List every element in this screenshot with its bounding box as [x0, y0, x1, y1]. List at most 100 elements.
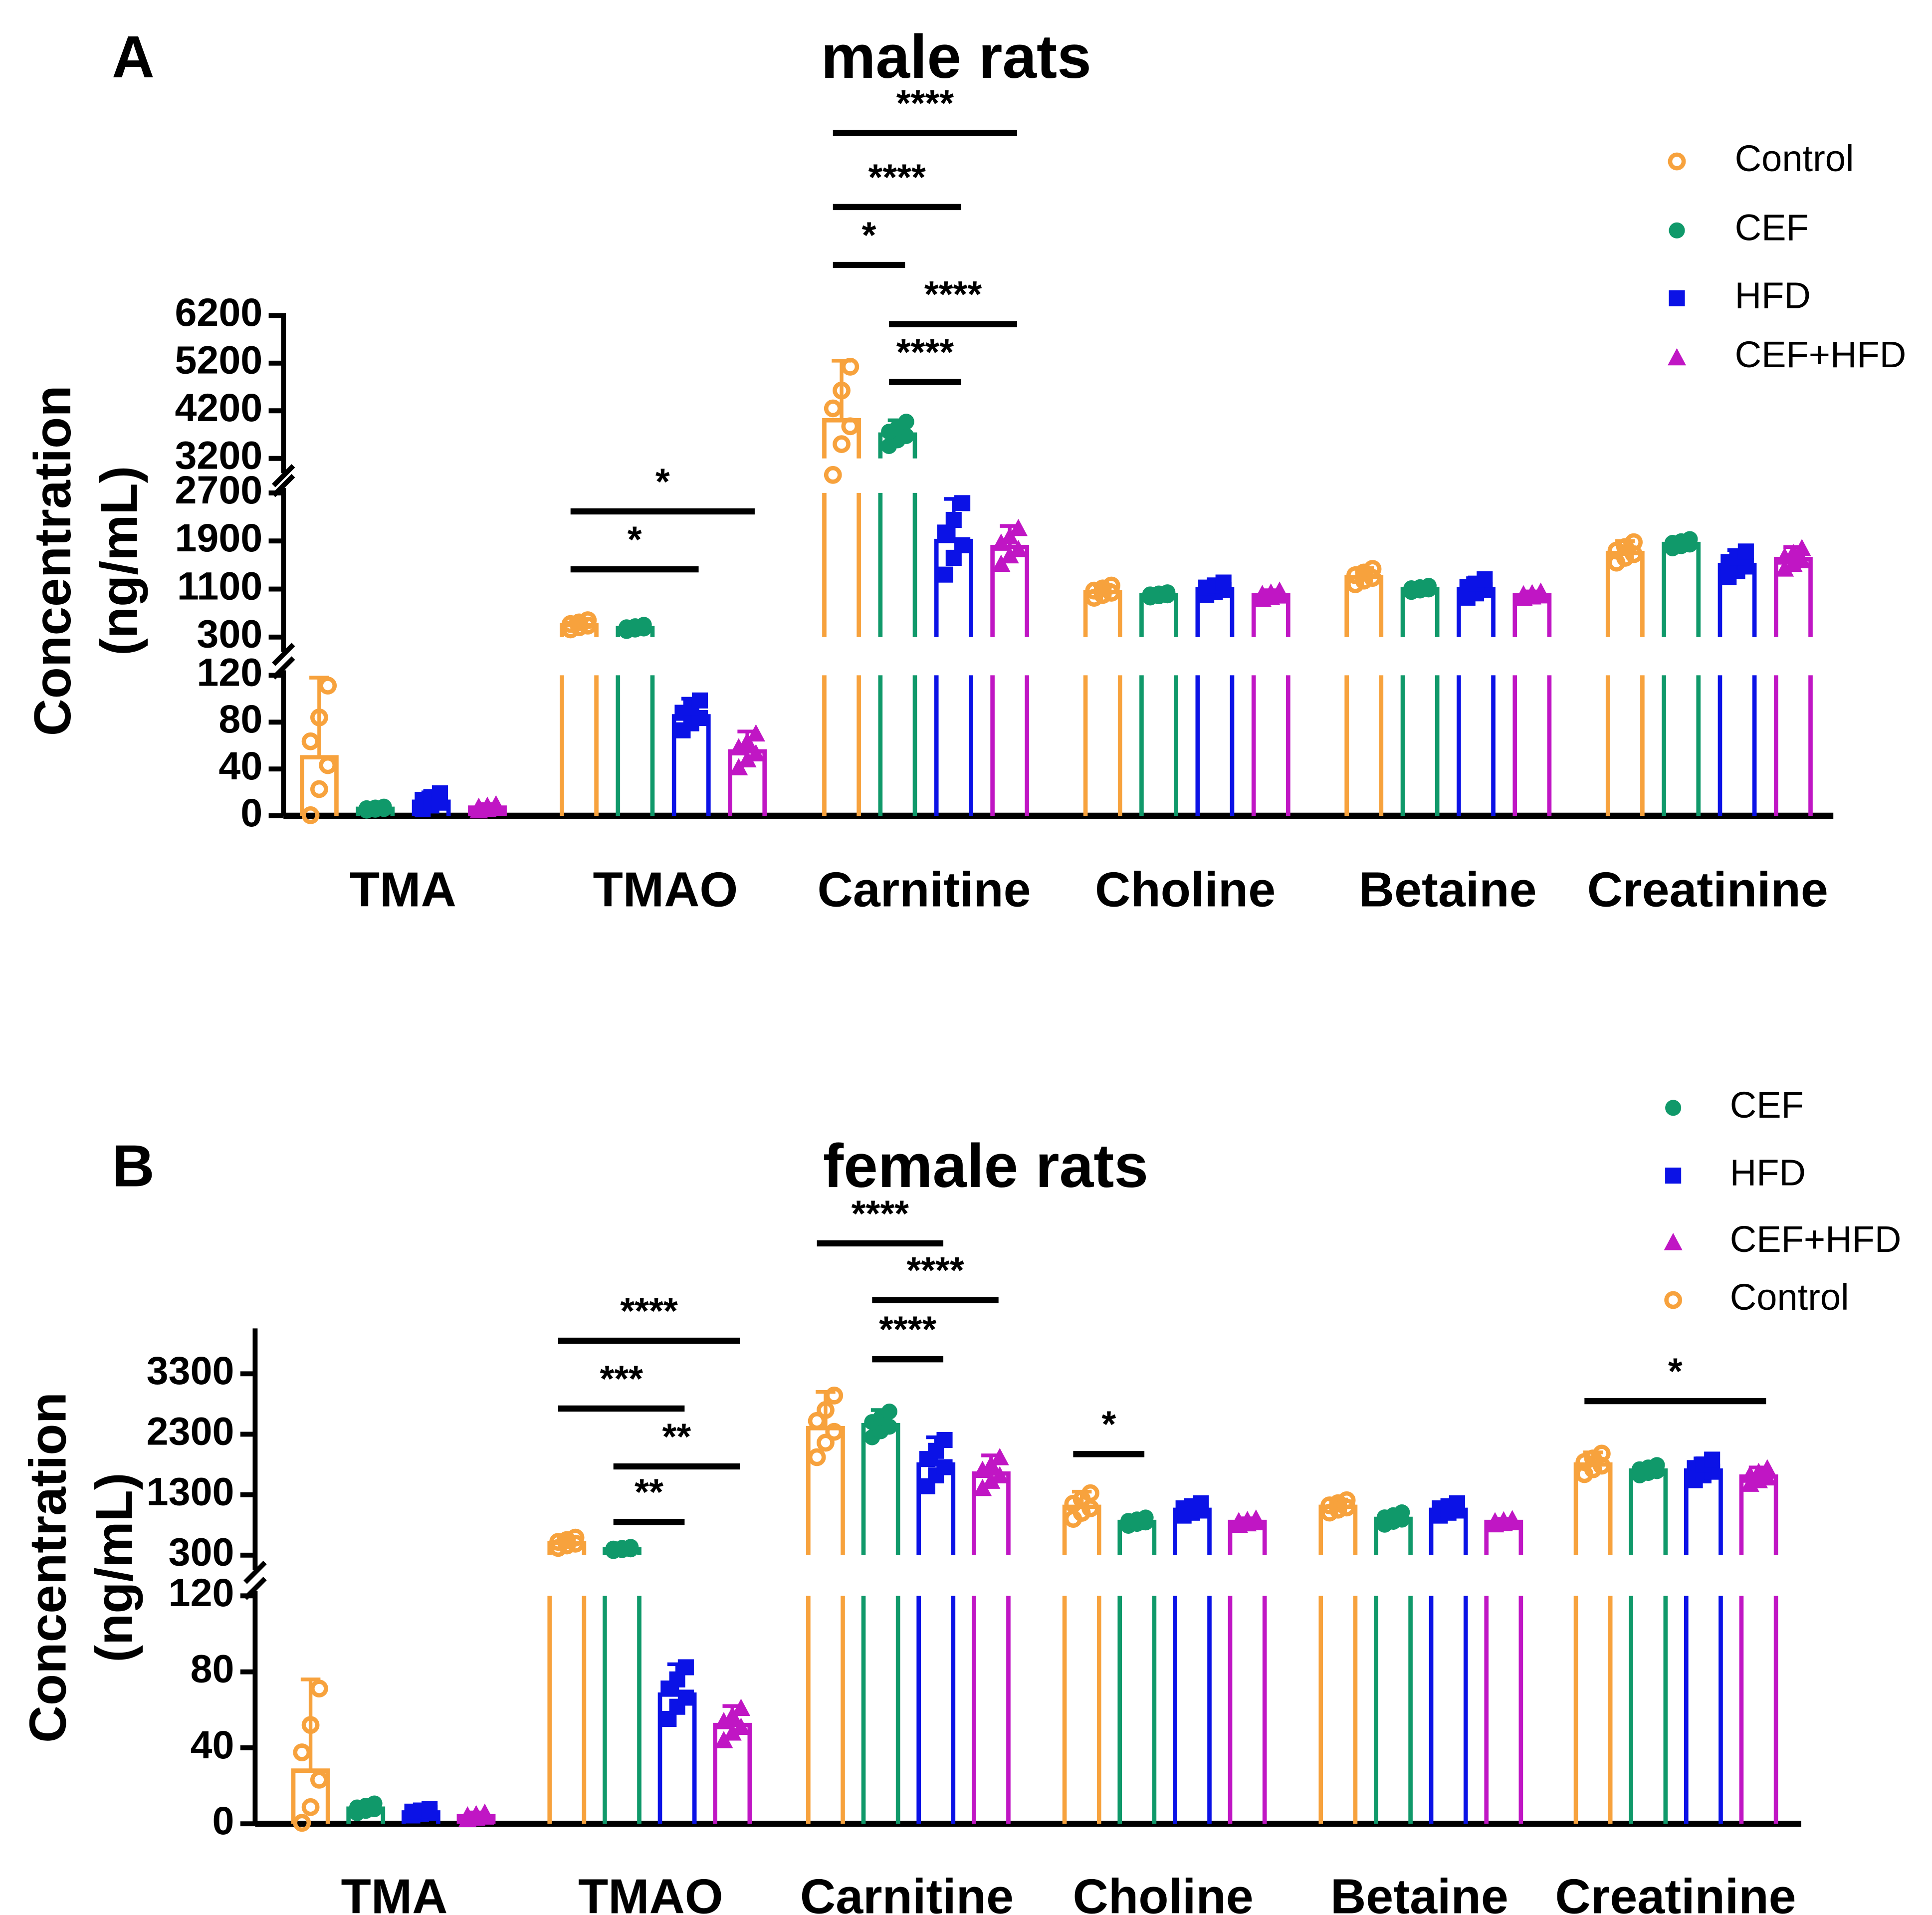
bar-control-carnitine [822, 358, 861, 816]
data-point-open-circle [1607, 541, 1626, 560]
data-point-open-circle [1337, 1491, 1356, 1509]
data-point-open-circle [1320, 1503, 1338, 1522]
legend-item-hfd: HFD [1665, 1152, 1806, 1194]
bar-outline [861, 1423, 900, 1555]
y-tick-label: 2300 [147, 1409, 234, 1453]
data-point-triangle [746, 724, 765, 742]
data-point-open-circle [1081, 1484, 1099, 1502]
data-point-square [677, 1689, 694, 1706]
bar-outline [657, 1692, 697, 1824]
data-point-square [1193, 1495, 1209, 1511]
y-tick-label: 5200 [175, 338, 262, 382]
data-point-triangle [486, 795, 505, 813]
bar-outline-broken [916, 1596, 956, 1824]
data-point-triangle [1784, 543, 1803, 561]
data-point-triangle [1792, 539, 1811, 556]
y-tick-label: 2700 [175, 468, 262, 512]
data-point-circle [636, 617, 652, 633]
bar-cef-carnitine [878, 414, 917, 816]
data-point-triangle [1664, 1232, 1683, 1250]
data-point-open-circle [566, 1528, 585, 1547]
x-tick-label: Betaine [1359, 862, 1537, 917]
legend-label: Control [1735, 138, 1854, 179]
data-point-open-circle [824, 466, 842, 484]
axis-break-mark [272, 656, 295, 680]
data-point-triangle [731, 1717, 751, 1735]
data-point-open-circle [841, 358, 859, 376]
data-point-open-circle [817, 1401, 835, 1419]
bar-cef-tmao [603, 1539, 642, 1824]
data-point-square [422, 1801, 438, 1817]
data-point-triangle [990, 1447, 1009, 1465]
data-point-circle [898, 414, 914, 430]
bar-hfd-creatinine [1717, 543, 1757, 816]
data-point-open-circle [310, 708, 328, 726]
bar-control-tmao [547, 1528, 587, 1824]
data-point-square [954, 495, 971, 511]
bar-control-tmao [560, 611, 599, 816]
data-point-circle [1682, 531, 1698, 547]
x-tick-label: TMA [350, 862, 456, 917]
bar-hfd-tmao [671, 692, 711, 816]
data-point-square [937, 566, 953, 583]
bar-outline-broken [1251, 675, 1290, 816]
data-point-circle [1394, 1504, 1410, 1521]
bar-cef-hfd-betaine [1512, 582, 1552, 816]
bar-outline-broken [1139, 675, 1178, 816]
y-tick-label: 3300 [147, 1348, 234, 1393]
data-point-open-circle [1093, 579, 1112, 598]
legend-label: HFD [1730, 1152, 1806, 1194]
y-tick-label: 1300 [147, 1469, 234, 1514]
y-tick-label: 6200 [175, 290, 262, 334]
bar-hfd-creatinine [1684, 1451, 1723, 1824]
bar-outline-broken [547, 1596, 587, 1824]
bar-outline-broken [822, 492, 861, 637]
data-point-open-circle [301, 806, 320, 824]
data-point-circle [1669, 222, 1685, 239]
data-point-open-circle [1346, 575, 1364, 593]
bar-outline-broken [1684, 1596, 1723, 1824]
panel-label: B [112, 1134, 155, 1199]
data-point-triangle [1009, 539, 1028, 557]
significance-label: **** [879, 1309, 936, 1350]
bar-cef-hfd-tma [456, 1803, 496, 1828]
data-point-open-circle [319, 756, 337, 774]
data-point-open-circle [833, 435, 851, 454]
bar-cef-creatinine [1662, 531, 1701, 816]
data-point-open-circle [293, 1814, 311, 1832]
bar-cef-choline [1139, 584, 1178, 816]
y-axis-label: (ng/mL) [85, 1472, 143, 1662]
legend-item-control: Control [1668, 138, 1854, 179]
bar-outline-broken [1429, 1596, 1468, 1824]
axis-break-mark [243, 1561, 267, 1584]
data-point-triangle [723, 1723, 742, 1741]
data-point-open-circle [1102, 576, 1120, 595]
bar-outline-broken [1400, 675, 1440, 816]
bar-outline [1629, 1468, 1668, 1555]
bar-cef-choline [1117, 1509, 1157, 1824]
x-tick-label: Creatinine [1555, 1869, 1796, 1915]
chart-title: female rats [823, 1132, 1148, 1200]
bar-outline-broken [1739, 1596, 1778, 1824]
error-bar [300, 1677, 321, 1771]
data-point-open-circle [570, 613, 588, 632]
bar-cef-betaine [1400, 577, 1440, 816]
bar-control-choline [1083, 576, 1122, 816]
y-tick-label: 0 [240, 790, 262, 835]
axis-break-mark [272, 464, 295, 487]
data-point-square [1737, 543, 1754, 560]
bar-outline-broken [1484, 1596, 1523, 1824]
bar-outline-broken [603, 1596, 642, 1824]
bar-cef-tmao [616, 617, 655, 816]
bar-cef-hfd-betaine [1484, 1510, 1523, 1824]
data-point-open-circle [301, 732, 320, 750]
bar-control-betaine [1344, 560, 1384, 816]
significance-label: ** [635, 1471, 663, 1513]
data-point-open-circle [1085, 581, 1103, 600]
data-point-circle [1420, 577, 1437, 594]
bar-outline-broken [990, 675, 1030, 816]
data-point-triangle [992, 533, 1011, 551]
data-point-circle [623, 1539, 639, 1555]
data-point-triangle [714, 1712, 733, 1729]
